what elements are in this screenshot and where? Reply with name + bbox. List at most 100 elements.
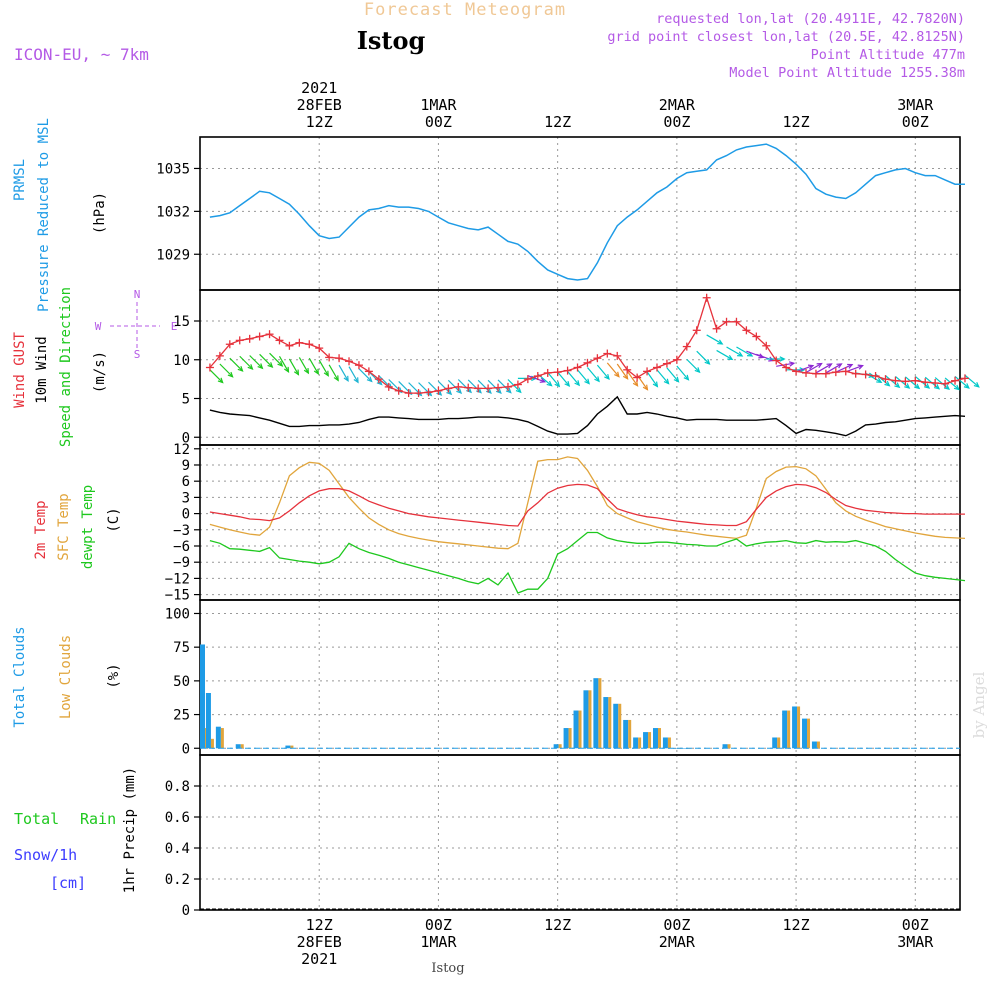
gust-marker bbox=[941, 379, 950, 388]
gust-marker bbox=[682, 342, 691, 351]
wind-arrow-head bbox=[277, 360, 284, 367]
wind-arrow-shaft bbox=[776, 362, 795, 367]
gust-marker bbox=[523, 375, 532, 384]
model-label: ICON-EU, ~ 7km bbox=[14, 45, 149, 64]
wind-arrow bbox=[328, 364, 339, 382]
wind-arrow-shaft bbox=[895, 375, 910, 389]
pressure-unit-label: (hPa) bbox=[92, 192, 108, 234]
y-tick-label: −6 bbox=[173, 539, 190, 555]
total-cloud-bar bbox=[563, 728, 569, 749]
low-cloud-bar bbox=[807, 718, 811, 749]
time-label: 12Z bbox=[544, 916, 571, 934]
model-altitude: Model Point Altitude 1255.38m bbox=[729, 65, 965, 81]
wind-arrow bbox=[776, 361, 796, 367]
gust-marker bbox=[623, 365, 632, 374]
wind-arrow-shaft bbox=[348, 366, 359, 383]
total-clouds-label: Total Clouds bbox=[12, 626, 28, 727]
plot-area: 102910321035051015129630−3−6−9−12−150255… bbox=[156, 136, 980, 919]
low-cloud-bar bbox=[648, 732, 652, 749]
wind-arrow-head bbox=[673, 376, 680, 383]
y-tick-label: 15 bbox=[173, 314, 190, 330]
wind-arrow-head bbox=[914, 383, 921, 390]
wind-arrow-shaft bbox=[278, 355, 289, 373]
wind-arrow-shaft bbox=[219, 363, 234, 378]
time-label: 2MAR bbox=[659, 96, 696, 114]
wind-arrow-head bbox=[333, 375, 339, 382]
total-cloud-bar bbox=[633, 737, 639, 749]
total-cloud-bar bbox=[662, 737, 668, 749]
wind-arrow-shaft bbox=[398, 381, 412, 395]
wind-arrow bbox=[805, 362, 823, 374]
wind-arrow bbox=[964, 374, 980, 388]
gust-marker bbox=[742, 326, 751, 335]
wind-arrow-head bbox=[284, 366, 290, 374]
y-tick-label: 0.6 bbox=[165, 810, 190, 826]
total-cloud-bar bbox=[603, 697, 609, 749]
wind-arrow-shaft bbox=[885, 375, 900, 388]
total-cloud-bar bbox=[672, 748, 678, 749]
y-tick-label: 1035 bbox=[156, 161, 190, 177]
y-tick-label: 10 bbox=[173, 353, 190, 369]
time-label: 2MAR bbox=[659, 933, 696, 951]
gust-marker bbox=[335, 354, 344, 363]
wind-arrow-shaft bbox=[616, 363, 629, 380]
y-tick-label: 3 bbox=[182, 490, 190, 506]
wind-arrow-head bbox=[303, 367, 310, 375]
y-tick-label: 100 bbox=[165, 606, 190, 622]
gust-marker bbox=[811, 369, 820, 378]
clouds-unit-label: (%) bbox=[106, 663, 122, 688]
wind-arrow-head bbox=[622, 373, 629, 380]
wind-arrow bbox=[577, 369, 590, 385]
wind-arrow-shaft bbox=[288, 358, 299, 375]
low-cloud-bar bbox=[558, 744, 562, 749]
gust-marker bbox=[374, 375, 383, 384]
gust-marker bbox=[503, 382, 512, 391]
wind-arrow-head bbox=[323, 370, 329, 377]
gust-marker bbox=[215, 351, 224, 360]
wind-arrow-shaft bbox=[567, 370, 580, 386]
wind-arrow bbox=[835, 363, 854, 373]
gust-line bbox=[209, 295, 966, 394]
gust-marker bbox=[593, 354, 602, 363]
wind-arrow-head bbox=[816, 362, 823, 369]
gust-marker bbox=[474, 384, 483, 393]
y-tick-label: 6 bbox=[182, 474, 190, 490]
gust-marker bbox=[464, 383, 473, 392]
time-label: 00Z bbox=[902, 916, 929, 934]
gust-marker bbox=[394, 386, 403, 395]
wind-arrow bbox=[278, 355, 290, 374]
gust-marker bbox=[364, 367, 373, 376]
wind-arrow-shaft bbox=[368, 371, 383, 385]
gust-marker bbox=[305, 340, 314, 349]
wind-arrow-shaft bbox=[696, 350, 710, 365]
low-cloud-bar bbox=[290, 745, 294, 749]
wind-arrow-shaft bbox=[835, 363, 853, 373]
low-clouds-label: Low Clouds bbox=[58, 635, 74, 719]
gust-marker bbox=[772, 356, 781, 365]
wind-arrow-shaft bbox=[547, 372, 560, 387]
compass-east: E bbox=[171, 320, 178, 333]
pressure-msl-label: Pressure Reduced to MSL bbox=[36, 118, 52, 312]
gust-marker bbox=[205, 363, 214, 372]
total-cloud-bar bbox=[205, 693, 211, 749]
wind-arrow bbox=[547, 372, 561, 388]
total-cloud-bar bbox=[792, 706, 798, 749]
snow-unit-label: [cm] bbox=[50, 874, 86, 892]
gust-marker bbox=[613, 351, 622, 360]
low-cloud-bar bbox=[220, 728, 224, 749]
low-cloud-bar bbox=[797, 706, 801, 749]
wind-arrow-shaft bbox=[358, 368, 373, 382]
y-tick-label: 1032 bbox=[156, 204, 190, 220]
gust-marker bbox=[881, 375, 890, 384]
wind-arrow bbox=[606, 362, 620, 378]
wind-arrow bbox=[895, 375, 911, 389]
low-cloud-bar bbox=[588, 690, 592, 749]
requested-coords: requested lon,lat (20.4911E, 42.7820N) bbox=[656, 11, 965, 27]
compass-south: S bbox=[134, 348, 141, 361]
wind-arrow-head bbox=[953, 384, 960, 391]
gust-marker bbox=[513, 380, 522, 389]
compass-rose: W E N S bbox=[95, 288, 178, 361]
y-tick-label: 0 bbox=[182, 430, 190, 446]
